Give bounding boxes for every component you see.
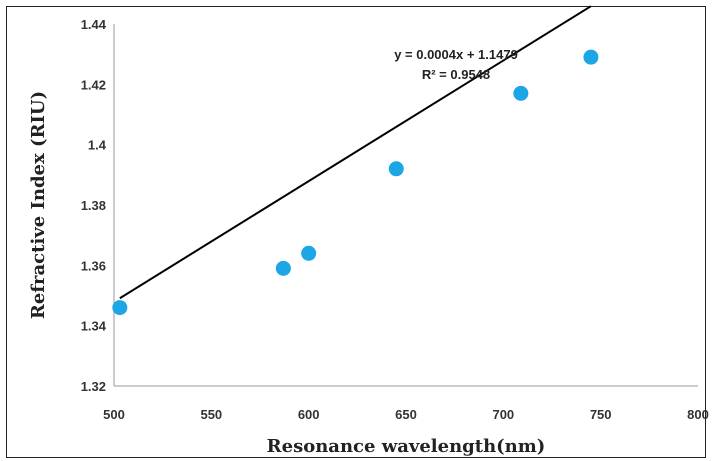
r-squared-label: R² = 0.9548 — [422, 67, 490, 82]
y-tick-label: 1.4 — [88, 138, 107, 153]
data-point — [513, 85, 529, 101]
y-tick-label: 1.32 — [81, 379, 106, 394]
data-points — [112, 49, 599, 316]
y-tick-label: 1.44 — [81, 17, 107, 32]
data-point — [388, 161, 404, 177]
data-point — [112, 300, 128, 316]
y-tick-label: 1.36 — [81, 258, 106, 273]
x-tick-label: 600 — [298, 407, 320, 422]
y-tick-label: 1.42 — [81, 77, 106, 92]
y-axis-title: Refractive Index (RIU) — [28, 91, 49, 319]
chart-frame — [6, 6, 706, 458]
x-tick-label: 500 — [103, 407, 125, 422]
x-tick-label: 800 — [687, 407, 709, 422]
data-point — [275, 260, 291, 276]
x-tick-label: 750 — [590, 407, 612, 422]
x-tick-label: 550 — [200, 407, 222, 422]
x-tick-label: 700 — [492, 407, 514, 422]
y-tick-labels: 1.32 1.34 1.36 1.38 1.4 1.42 1.44 — [81, 17, 107, 394]
x-axis-title: Resonance wavelength(nm) — [267, 436, 546, 457]
data-point — [301, 245, 317, 261]
data-point — [583, 49, 599, 65]
y-tick-label: 1.38 — [81, 198, 106, 213]
y-tick-label: 1.34 — [81, 319, 107, 334]
trendline — [119, 5, 592, 300]
trendline-equation: y = 0.0004x + 1.1479 — [394, 47, 518, 62]
x-tick-labels: 500 550 600 650 700 750 800 — [103, 407, 709, 422]
x-tick-label: 650 — [395, 407, 417, 422]
